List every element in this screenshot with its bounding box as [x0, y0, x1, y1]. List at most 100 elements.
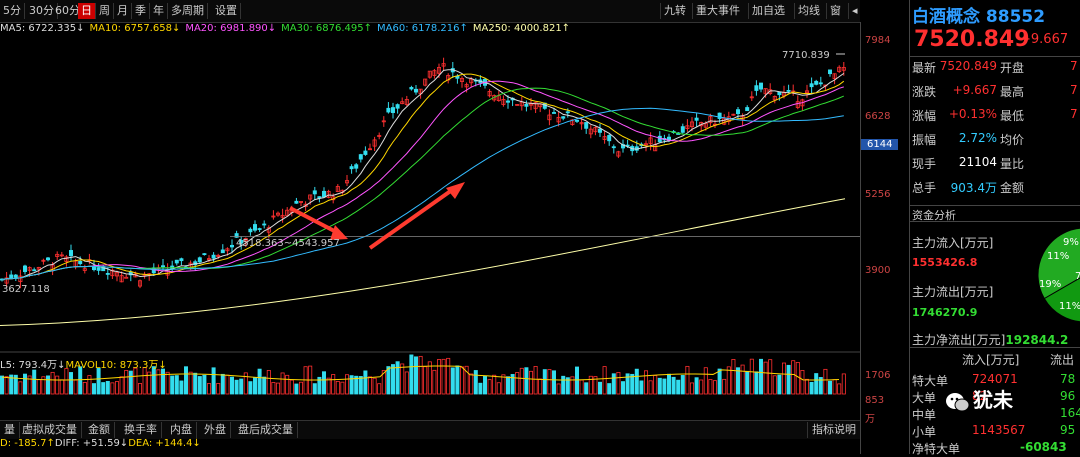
- volume-bar: [749, 358, 754, 395]
- volume-bar: [275, 382, 280, 395]
- indicator-tab-1[interactable]: 虚拟成交量: [18, 422, 82, 438]
- period-tab-0[interactable]: 5分: [0, 3, 25, 19]
- period-tab-8[interactable]: 多周期: [168, 3, 208, 19]
- indicator-tab-4[interactable]: 内盘: [166, 422, 197, 438]
- fund-table-header: 流入[万元] 流出: [910, 351, 1080, 367]
- price-tick-label: 3900: [865, 265, 891, 276]
- volume-bar: [832, 379, 837, 395]
- candle-body: [137, 280, 142, 287]
- tool-button-5[interactable]: ◂: [848, 3, 861, 19]
- fund-row-outflow: 95: [1060, 423, 1076, 437]
- tool-button-4[interactable]: 窗: [826, 3, 844, 19]
- main-net-outflow-value: 192844.2: [1005, 333, 1069, 347]
- volume-bar: [782, 362, 787, 395]
- candle-body: [234, 233, 239, 238]
- volume-bar: [46, 375, 51, 395]
- pie-label: 19%: [1039, 279, 1061, 290]
- volume-bar: [713, 380, 718, 395]
- candle-body: [363, 150, 368, 155]
- quote-row: 总手 903.4万 金额: [910, 179, 1080, 198]
- volume-bar: [266, 370, 271, 395]
- candle-body: [36, 266, 41, 270]
- fund-analysis-title: 资金分析: [912, 209, 956, 222]
- wechat-icon: [945, 391, 970, 413]
- volume-bar: [446, 357, 451, 395]
- volume-bar: [505, 376, 510, 395]
- indicator-tab-0[interactable]: 量: [0, 422, 20, 438]
- volume-bar: [441, 358, 446, 395]
- tool-button-2[interactable]: 加自选: [748, 3, 788, 19]
- volume-bar: [285, 374, 290, 395]
- volume-bar: [529, 370, 534, 395]
- candle-body: [115, 272, 120, 277]
- pie-slice: [1037, 227, 1080, 300]
- volume-bar: [13, 374, 18, 395]
- indicator-tab-2[interactable]: 金额: [84, 422, 115, 438]
- period-tab-4[interactable]: 周: [96, 3, 114, 19]
- fund-row: 大单 82 96: [910, 389, 1080, 405]
- candle-body: [308, 194, 313, 200]
- candle-body: [22, 265, 27, 273]
- fund-row-outflow: 96: [1060, 389, 1076, 403]
- volume-bar: [685, 365, 690, 395]
- candle-body: [321, 190, 326, 198]
- candle-body: [69, 250, 74, 257]
- volume-bar: [128, 370, 133, 395]
- macd-label-2: DEA: +144.4↓: [128, 438, 201, 449]
- indicator-tab-6[interactable]: 盘后成交量: [234, 422, 298, 438]
- period-tab-9[interactable]: 设置: [212, 3, 241, 19]
- volume-bar: [151, 366, 156, 395]
- period-tab-1[interactable]: 30分: [26, 3, 58, 19]
- volume-bar: [147, 371, 152, 395]
- volume-bar: [220, 373, 225, 395]
- period-toolbar: 5分 30分 60分日周月季年多周期 设置 九转 重大事件 加自选 均线窗 ◂: [0, 0, 860, 23]
- pie-label: 11%: [1047, 251, 1069, 262]
- kline-chart[interactable]: 7710.839 4518.363~4543.957 3627.118: [0, 22, 860, 442]
- candle-body: [358, 154, 363, 160]
- volume-bar: [473, 370, 478, 395]
- tool-button-0[interactable]: 九转: [660, 3, 689, 19]
- candle-body: [680, 126, 685, 133]
- candle-body: [303, 203, 308, 208]
- tool-button-1[interactable]: 重大事件: [692, 3, 743, 19]
- candle-body: [575, 119, 580, 122]
- candle-body: [248, 228, 253, 233]
- candle-body: [828, 69, 833, 75]
- period-tab-3[interactable]: 日: [78, 3, 96, 19]
- candle-body: [731, 113, 736, 116]
- volume-bar: [271, 382, 276, 395]
- candle-body: [616, 151, 621, 157]
- period-tab-6[interactable]: 季: [132, 3, 150, 19]
- quote-value: +0.13%: [948, 107, 997, 121]
- main-inflow-label: 主力流入[万元]: [912, 236, 994, 250]
- candle-body: [381, 120, 386, 123]
- indicator-tab-5[interactable]: 外盘: [200, 422, 231, 438]
- volume-bar: [814, 373, 819, 395]
- volume-bar: [432, 369, 437, 395]
- volume-bar: [717, 368, 722, 395]
- ma-indicator-line: MA5: 6722.335↓ MA10: 6757.658↓ MA20: 6981.…: [0, 23, 575, 39]
- quote-value: 7: [1070, 83, 1078, 97]
- volume-bar: [119, 376, 124, 395]
- volume-bar: [763, 361, 768, 395]
- indicator-help-button[interactable]: 指标说明: [807, 422, 860, 438]
- period-tab-7[interactable]: 年: [150, 3, 168, 19]
- volume-bar: [547, 369, 552, 395]
- candle-body: [602, 136, 607, 140]
- candle-body: [749, 96, 754, 99]
- volume-bar: [492, 374, 497, 395]
- candle-body: [386, 107, 391, 113]
- tool-button-3[interactable]: 均线: [794, 3, 823, 19]
- volume-bar: [602, 366, 607, 395]
- candle-body: [487, 91, 492, 97]
- period-tab-5[interactable]: 月: [114, 3, 132, 19]
- watermark-text: 犹未: [945, 384, 1013, 413]
- volume-bar: [736, 367, 741, 395]
- indicator-tab-3[interactable]: 换手率: [120, 422, 162, 438]
- candle-body: [809, 83, 814, 88]
- volume-bar: [372, 377, 377, 395]
- candle-body: [598, 128, 603, 133]
- candle-body: [644, 143, 649, 146]
- volume-bar: [243, 372, 248, 395]
- candle-body: [524, 103, 529, 107]
